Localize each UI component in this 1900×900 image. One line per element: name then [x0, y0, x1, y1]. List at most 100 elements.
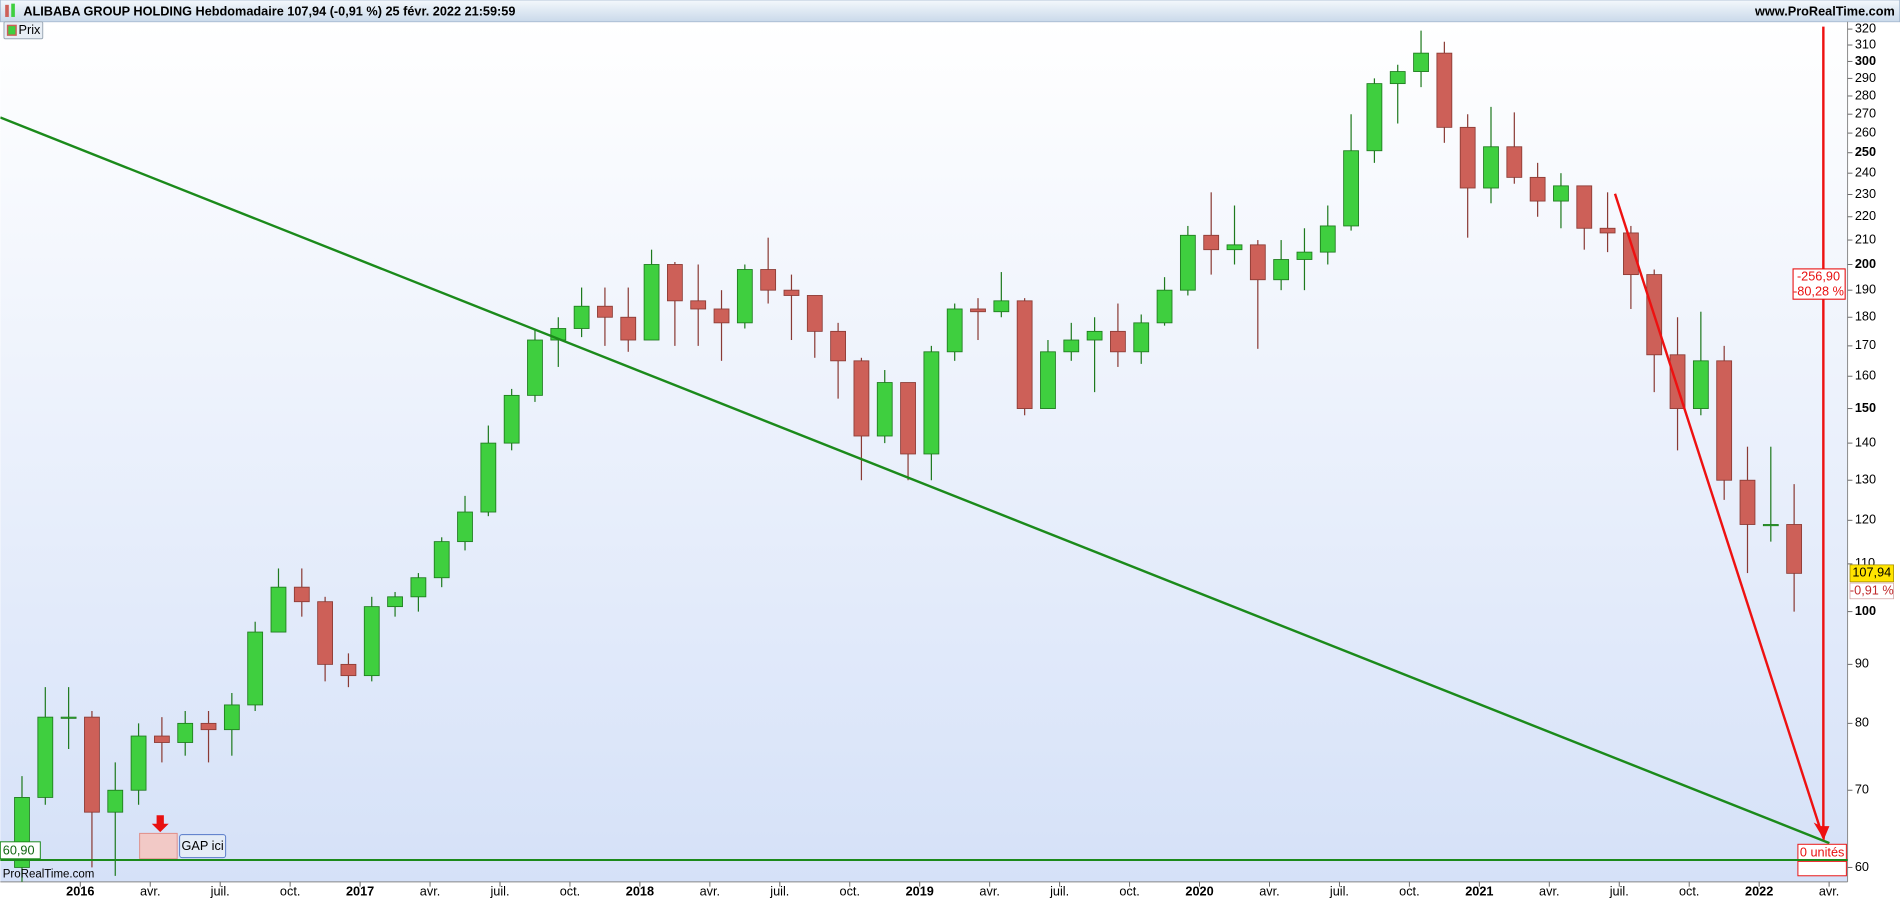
y-tick-label: 150	[1855, 400, 1876, 415]
x-tick-label: oct.	[280, 883, 300, 898]
y-tick-label: 130	[1855, 472, 1876, 487]
y-tick-label: 180	[1855, 309, 1876, 324]
candle-body	[200, 722, 217, 731]
candle-body	[293, 586, 310, 603]
last-price-box	[1849, 564, 1894, 583]
y-tick-label: 200	[1855, 256, 1876, 271]
x-tick-label: avr.	[1539, 883, 1559, 898]
candle-body	[736, 269, 753, 324]
x-tick-label: 2020	[1185, 883, 1213, 898]
last-change-box	[1849, 582, 1894, 600]
candle-body	[1249, 244, 1266, 281]
trend-line	[0, 116, 1830, 845]
y-tick-label: 320	[1855, 20, 1876, 35]
candle-body	[270, 586, 287, 633]
candle-body	[1716, 360, 1733, 481]
x-tick-label: juil.	[769, 883, 789, 898]
candle-body	[1133, 322, 1150, 353]
y-tick-label: 170	[1855, 337, 1876, 352]
candle-body	[387, 596, 403, 608]
candle-body	[457, 511, 473, 543]
units-label: 0 unités	[1800, 845, 1845, 860]
x-tick-label: 2019	[906, 883, 934, 898]
candle-body	[363, 606, 380, 677]
header-icon	[5, 4, 9, 17]
candle-body	[1436, 52, 1453, 128]
candle-body	[1016, 300, 1033, 409]
x-tick-label: 2016	[66, 883, 94, 898]
x-tick-label: 2021	[1465, 883, 1493, 898]
y-tick-label: 310	[1855, 36, 1876, 51]
candle-body	[1459, 126, 1476, 189]
annotations: GAP ici -256,90 -80,28 % 0 unités ProRea…	[3, 268, 1847, 881]
x-tick-label: oct.	[1679, 883, 1699, 898]
candle-body	[1040, 351, 1056, 409]
y-tick-label: 190	[1855, 282, 1876, 297]
candle-body	[107, 789, 124, 813]
x-tick-label: avr.	[1819, 883, 1839, 898]
legend-swatch	[6, 24, 17, 36]
candle-body	[620, 316, 637, 341]
drop-line	[1613, 193, 1823, 832]
candle-body	[1483, 146, 1499, 189]
y-tick-label: 100	[1855, 603, 1876, 618]
candle-body	[1739, 479, 1756, 525]
candle-body	[1296, 251, 1313, 260]
y-tick-label: 290	[1855, 70, 1876, 85]
candle-body	[60, 716, 77, 719]
candle-body	[690, 300, 707, 310]
candle-body	[1319, 225, 1336, 253]
candle-body	[1623, 232, 1639, 276]
last-change-label: -0,91 %	[1850, 582, 1894, 597]
candle-body	[993, 300, 1010, 313]
y-tick-label: 210	[1855, 231, 1876, 246]
candle-body	[317, 601, 334, 665]
candle-body	[1553, 185, 1569, 202]
candle-body	[643, 264, 660, 341]
last-price-label: 107,94	[1852, 565, 1891, 580]
candle-body	[1063, 339, 1080, 353]
gap-note-box	[179, 834, 227, 859]
candle-body	[1273, 259, 1290, 281]
x-tick-label: avr.	[700, 883, 720, 898]
y-tick-label: 250	[1855, 144, 1876, 159]
y-tick-label: 80	[1855, 715, 1869, 730]
legend-label: Prix	[19, 22, 42, 37]
candle-body	[666, 264, 683, 302]
x-tick-label: juil.	[1329, 883, 1349, 898]
candle-body	[923, 351, 940, 455]
candle-body	[433, 541, 450, 579]
y-tick-label: 280	[1855, 87, 1876, 102]
x-tick-label: oct.	[1119, 883, 1139, 898]
gap-note: GAP ici	[182, 838, 224, 853]
source: www.ProRealTime.com	[1754, 3, 1895, 18]
candle-body	[1086, 330, 1103, 341]
candle-body	[1366, 83, 1383, 152]
x-tick-label: oct.	[560, 883, 580, 898]
candle-body	[806, 295, 823, 332]
candle-body	[900, 382, 916, 455]
x-tick-label: 2018	[626, 883, 654, 898]
y-tick-label: 70	[1855, 782, 1869, 797]
x-tick-label: juil.	[1049, 883, 1069, 898]
candle-body	[1692, 360, 1709, 409]
watermark: ProRealTime.com	[3, 869, 95, 881]
x-tick-label: oct.	[840, 883, 860, 898]
y-tick-label: 220	[1855, 208, 1876, 223]
x-tick-label: avr.	[140, 883, 160, 898]
support-box	[0, 841, 41, 860]
chart-title: ALIBABA GROUP HOLDING Hebdomadaire 107,9…	[23, 3, 515, 18]
drawings	[0, 26, 1830, 845]
candle-body	[830, 330, 846, 362]
candle-body	[1110, 330, 1126, 353]
candle-body	[853, 360, 870, 437]
y-tick-label: 240	[1855, 165, 1876, 180]
x-tick-label: oct.	[1399, 883, 1419, 898]
x-tick-label: 2017	[346, 883, 374, 898]
x-tick-label: avr.	[420, 883, 440, 898]
y-tick-label: 260	[1855, 124, 1876, 139]
gap-box	[139, 832, 178, 860]
plot-marks	[14, 30, 1803, 882]
